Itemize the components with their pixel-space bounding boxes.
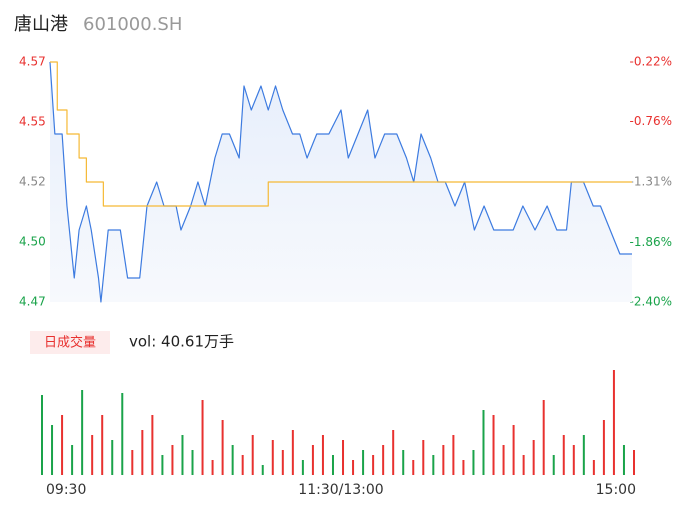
x-tick-label: 11:30/13:00	[298, 482, 383, 498]
price-line	[49, 61, 632, 303]
volume-bar	[241, 455, 244, 475]
volume-bar	[191, 450, 194, 475]
volume-bar	[41, 395, 43, 475]
volume-bar	[412, 460, 415, 475]
volume-bar	[141, 430, 144, 475]
volume-bar	[211, 460, 214, 475]
volume-bar	[301, 460, 304, 475]
volume-bar	[181, 435, 184, 475]
stock-code: 601000.SH	[83, 14, 182, 35]
volume-bar	[151, 415, 154, 475]
volume-bar	[131, 450, 134, 475]
volume-bar	[291, 430, 294, 475]
y-tick-label: 4.55	[19, 115, 46, 129]
volume-bar	[562, 435, 565, 475]
y2-tick-label: -2.40%	[630, 295, 672, 309]
volume-bar	[81, 390, 84, 475]
volume-bar	[352, 460, 355, 475]
x-tick-label: 15:00	[596, 482, 636, 498]
volume-bar	[171, 445, 174, 475]
y-tick-label: 4.47	[19, 295, 46, 309]
volume-bar	[321, 435, 324, 475]
volume-bar	[432, 455, 435, 475]
y2-tick-label: -0.22%	[630, 55, 672, 69]
average-line	[50, 61, 632, 207]
volume-bar	[392, 430, 395, 475]
legend-box	[30, 331, 110, 354]
volume-bar	[111, 440, 114, 475]
volume-bar	[342, 440, 345, 475]
volume-bar	[281, 450, 284, 475]
volume-bar	[251, 435, 254, 475]
volume-bar	[231, 445, 234, 475]
volume-bar	[311, 445, 314, 475]
volume-bar	[492, 415, 495, 475]
volume-bar	[592, 460, 595, 475]
volume-bar	[372, 455, 375, 475]
volume-bar	[472, 450, 475, 475]
volume-bar	[261, 465, 264, 475]
volume-bar	[362, 450, 365, 475]
y-tick-label: 4.52	[19, 175, 46, 189]
volume-bar	[161, 455, 164, 475]
y2-tick-label: -1.86%	[630, 235, 672, 249]
volume-bar	[121, 393, 124, 475]
volume-bar	[622, 445, 625, 475]
y2-tick-label: -1.31%	[630, 175, 672, 189]
volume-bar	[91, 435, 94, 475]
volume-bar	[572, 445, 575, 475]
volume-bar	[402, 450, 405, 475]
volume-bar	[602, 420, 605, 475]
volume-bar	[582, 435, 585, 475]
volume-bar	[271, 440, 274, 475]
volume-bar	[51, 425, 54, 475]
volume-bar	[532, 440, 535, 475]
volume-bar	[201, 400, 204, 475]
volume-bar	[512, 425, 515, 475]
volume-bar	[71, 445, 74, 475]
volume-bar	[221, 420, 224, 475]
volume-bar	[462, 460, 465, 475]
volume-bar	[61, 415, 64, 475]
volume-bar	[482, 410, 485, 475]
volume-bar	[633, 450, 635, 475]
stock-name: 唐山港	[14, 14, 68, 35]
volume-label: vol: 40.61万手	[129, 333, 234, 351]
x-tick-label: 09:30	[46, 482, 86, 498]
volume-bar	[382, 445, 385, 475]
volume-bar	[422, 440, 425, 475]
volume-bar	[552, 455, 555, 475]
volume-bar	[502, 445, 505, 475]
volume-bar	[522, 455, 525, 475]
volume-bar	[331, 455, 334, 475]
y-tick-label: 4.57	[19, 55, 46, 69]
y2-tick-label: -0.76%	[630, 114, 672, 128]
y-tick-label: 4.50	[19, 235, 46, 249]
volume-bar	[452, 435, 455, 475]
volume-bar	[542, 400, 545, 475]
volume-bar	[442, 445, 445, 475]
volume-bar	[612, 370, 615, 475]
legend-label: 日成交量	[44, 335, 96, 351]
volume-bar	[101, 415, 104, 475]
